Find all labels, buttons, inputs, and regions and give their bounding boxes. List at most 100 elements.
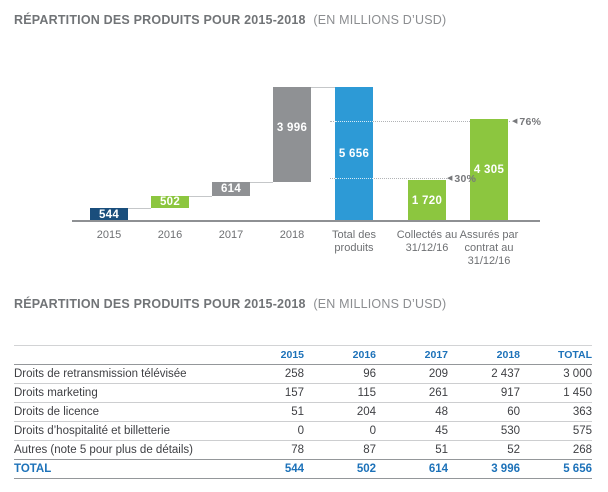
row-label: Droits de licence bbox=[14, 406, 100, 418]
table-row: Droits d’hospitalité et billetterie 0 0 … bbox=[14, 422, 592, 441]
cell-value: 209 bbox=[428, 368, 448, 380]
dotted-line-76pct-overlay bbox=[335, 121, 373, 122]
row-label: Autres (note 5 pour plus de détails) bbox=[14, 444, 193, 456]
cell-value: 115 bbox=[357, 387, 376, 399]
table-row: Droits de retransmission télévisée 258 9… bbox=[14, 365, 592, 384]
chart-title-unit: (EN MILLIONS D’USD) bbox=[313, 13, 447, 27]
bar-2015: 544 bbox=[90, 208, 128, 221]
axis-label-line: Collectés au bbox=[396, 229, 458, 241]
table-row: Droits marketing 157 115 261 917 1 450 bbox=[14, 384, 592, 403]
axis-label-line: 31/12/16 bbox=[467, 255, 511, 267]
cell-value: 1 450 bbox=[563, 387, 592, 399]
bar-total-value: 5 656 bbox=[338, 148, 370, 160]
bar-collectes-value: 1 720 bbox=[411, 194, 443, 207]
table-total-row: TOTAL 544 502 614 3 996 5 656 bbox=[14, 460, 592, 479]
table-header-2018: 2018 bbox=[496, 349, 520, 361]
cell-value: 78 bbox=[291, 444, 304, 456]
chart-title: RÉPARTITION DES PRODUITS POUR 2015-2018 … bbox=[14, 13, 446, 27]
cell-value: 96 bbox=[363, 368, 376, 380]
axis-label-assures: Assurés par contrat au 31/12/16 bbox=[447, 229, 531, 268]
cell-value: 2 437 bbox=[491, 368, 520, 380]
table-title-unit: (EN MILLIONS D’USD) bbox=[313, 297, 447, 311]
table-header-2017: 2017 bbox=[424, 349, 448, 361]
total-cell-value: 502 bbox=[356, 463, 376, 475]
total-cell-value: 3 996 bbox=[491, 463, 520, 475]
cell-value: 51 bbox=[291, 406, 304, 418]
annotation-76pct-label: 76% bbox=[519, 116, 542, 128]
connector-line bbox=[189, 196, 212, 197]
cell-value: 87 bbox=[363, 444, 376, 456]
chart-title-main: RÉPARTITION DES PRODUITS POUR 2015-2018 bbox=[14, 13, 306, 27]
cell-value: 575 bbox=[572, 425, 592, 437]
cell-value: 52 bbox=[507, 444, 520, 456]
bar-total-produits: 5 656 bbox=[335, 87, 373, 221]
dotted-line-30pct-overlay bbox=[335, 178, 373, 179]
cell-value: 0 bbox=[369, 425, 376, 437]
cell-value: 530 bbox=[500, 425, 520, 437]
bar-2015-value: 544 bbox=[98, 208, 120, 221]
table-header-2015: 2015 bbox=[280, 349, 304, 361]
bar-2017: 614 bbox=[212, 182, 250, 196]
total-cell-value: 544 bbox=[284, 463, 304, 475]
connector-line bbox=[311, 87, 335, 88]
bar-collectes: 1 720 bbox=[408, 180, 446, 221]
axis-label-line: Assurés par bbox=[459, 229, 519, 241]
annotation-30pct-label: 30% bbox=[454, 173, 477, 185]
axis-label-2018: 2018 bbox=[262, 229, 322, 242]
table-row: Droits de licence 51 204 48 60 363 bbox=[14, 403, 592, 422]
row-label: Droits de retransmission télévisée bbox=[14, 368, 187, 380]
cell-value: 45 bbox=[435, 425, 448, 437]
cell-value: 48 bbox=[435, 406, 448, 418]
cell-value: 204 bbox=[356, 406, 376, 418]
axis-label-2017: 2017 bbox=[201, 229, 261, 242]
total-row-label: TOTAL bbox=[14, 463, 52, 475]
x-axis-line bbox=[72, 220, 540, 222]
cell-value: 917 bbox=[500, 387, 520, 399]
axis-label-2015: 2015 bbox=[79, 229, 139, 242]
table-title: RÉPARTITION DES PRODUITS POUR 2015-2018 … bbox=[14, 297, 446, 311]
axis-label-line: 2015 bbox=[96, 229, 122, 241]
cell-value: 60 bbox=[507, 406, 520, 418]
bar-2017-value: 614 bbox=[220, 183, 242, 195]
cell-value: 3 000 bbox=[563, 368, 592, 380]
cell-value: 0 bbox=[297, 425, 304, 437]
axis-label-total-produits: Total des produits bbox=[314, 229, 394, 255]
axis-label-line: 2016 bbox=[157, 229, 183, 241]
axis-label-line: Total des bbox=[331, 229, 377, 241]
total-cell-value: 614 bbox=[428, 463, 448, 475]
revenue-table: 2015 2016 2017 2018 TOTAL Droits de retr… bbox=[14, 345, 592, 479]
axis-label-line: contrat au bbox=[464, 242, 514, 254]
arrow-left-icon: ◀ bbox=[447, 175, 453, 182]
bar-assures: 4 305 bbox=[470, 119, 508, 221]
bar-2016-value: 502 bbox=[159, 196, 181, 208]
row-label: Droits marketing bbox=[14, 387, 98, 399]
arrow-left-icon: ◀ bbox=[512, 118, 518, 125]
table-row: Autres (note 5 pour plus de détails) 78 … bbox=[14, 441, 592, 460]
connector-line bbox=[128, 208, 151, 209]
cell-value: 363 bbox=[572, 406, 592, 418]
bar-2016: 502 bbox=[151, 196, 189, 208]
cell-value: 51 bbox=[435, 444, 448, 456]
bar-assures-value: 4 305 bbox=[473, 164, 505, 176]
row-label: Droits d’hospitalité et billetterie bbox=[14, 425, 170, 437]
cell-value: 261 bbox=[428, 387, 448, 399]
table-header-row: 2015 2016 2017 2018 TOTAL bbox=[14, 345, 592, 365]
bar-2018-value: 3 996 bbox=[276, 121, 308, 134]
total-cell-value: 5 656 bbox=[563, 463, 592, 475]
table-header-total: TOTAL bbox=[557, 349, 592, 361]
table-header-2016: 2016 bbox=[352, 349, 376, 361]
connector-line bbox=[250, 182, 273, 183]
axis-label-collectes: Collectés au 31/12/16 bbox=[385, 229, 469, 255]
axis-label-2016: 2016 bbox=[140, 229, 200, 242]
axis-label-line: 2017 bbox=[218, 229, 244, 241]
table-title-main: RÉPARTITION DES PRODUITS POUR 2015-2018 bbox=[14, 297, 306, 311]
annotation-76pct: ◀ 76% bbox=[512, 116, 541, 128]
bar-2018: 3 996 bbox=[273, 87, 311, 182]
annotation-30pct: ◀ 30% bbox=[447, 173, 476, 185]
cell-value: 157 bbox=[284, 387, 304, 399]
cell-value: 258 bbox=[284, 368, 304, 380]
table-header-empty bbox=[14, 346, 232, 365]
axis-label-line: 31/12/16 bbox=[405, 242, 449, 254]
cell-value: 268 bbox=[572, 444, 592, 456]
